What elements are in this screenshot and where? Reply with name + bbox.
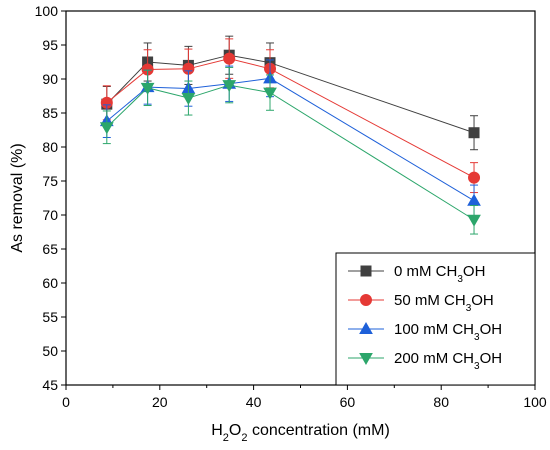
- legend-label-suffix: OH: [463, 263, 486, 280]
- x-axis-label: H2O2 concentration (mM): [211, 422, 390, 444]
- series-line: [106, 54, 475, 134]
- y-tick-label: 65: [42, 241, 58, 257]
- axes: 0 20 40 60 80 100 45 50 55 60 65 70 75 80 85 90 95 100: [35, 3, 547, 410]
- legend-label-main: 50 mM CH: [394, 292, 466, 309]
- legend-label: 50 mM CH3OH: [394, 292, 494, 314]
- triangle-down-marker: [99, 122, 114, 135]
- x-tick-label: 80: [433, 394, 449, 410]
- legend-label-subscript: 3: [457, 274, 463, 285]
- legend-label-subscript: 3: [474, 361, 480, 372]
- y-tick-label: 75: [42, 173, 58, 189]
- legend-item: 0 mM CH3OH: [348, 263, 485, 285]
- legend-label-subscript: 3: [466, 303, 472, 314]
- triangle-up-marker: [359, 321, 373, 334]
- y-axis-label: As removal (%): [9, 143, 26, 252]
- series-group: [99, 35, 481, 235]
- triangle-down-marker: [263, 87, 277, 100]
- legend-label-suffix: OH: [471, 292, 494, 309]
- triangle-up-marker: [467, 193, 481, 206]
- legend-label-suffix: OH: [480, 321, 503, 338]
- x-tick-label: 40: [246, 394, 262, 410]
- x-axis-label-part: concentration (mM): [248, 422, 390, 439]
- legend-label-main: 100 mM CH: [394, 321, 474, 338]
- series-line: [106, 84, 475, 221]
- legend-label-subscript: 3: [474, 332, 480, 343]
- triangle-down-marker: [467, 214, 481, 227]
- x-tick-label: 20: [152, 394, 168, 410]
- y-tick-label: 90: [42, 71, 58, 87]
- square-marker: [360, 265, 372, 277]
- y-tick-label: 50: [42, 343, 58, 359]
- x-axis-label-subscript: 2: [223, 432, 229, 444]
- legend-label-main: 0 mM CH: [394, 263, 457, 280]
- y-tick-label: 55: [42, 309, 58, 325]
- axis-labels: H2O2 concentration (mM)As removal (%): [9, 143, 390, 444]
- x-axis-label-subscript: 2: [241, 432, 247, 444]
- series-0: [101, 35, 480, 151]
- y-tick-label: 100: [35, 3, 59, 19]
- legend-label: 200 mM CH3OH: [394, 350, 502, 372]
- triangle-down-marker: [222, 80, 237, 93]
- y-tick-label: 60: [42, 275, 58, 291]
- y-tick-label: 80: [42, 139, 58, 155]
- y-tick-label: 85: [42, 105, 58, 121]
- y-tick-label: 95: [42, 37, 58, 53]
- x-axis-label-part: H: [211, 422, 223, 439]
- series-2: [99, 59, 481, 217]
- legend-label: 100 mM CH3OH: [394, 321, 502, 343]
- legend-label-main: 200 mM CH: [394, 350, 474, 367]
- x-tick-label: 100: [523, 394, 547, 410]
- series-3: [99, 66, 481, 235]
- triangle-down-marker: [140, 82, 155, 95]
- legend-item: 200 mM CH3OH: [348, 350, 502, 372]
- legend-label: 0 mM CH3OH: [394, 263, 485, 285]
- circle-marker: [223, 52, 236, 65]
- legend-label-suffix: OH: [480, 350, 503, 367]
- square-marker: [468, 127, 480, 139]
- series-line: [106, 58, 475, 179]
- series-line: [106, 77, 475, 202]
- x-axis-label-part: O: [229, 422, 241, 439]
- triangle-down-marker: [181, 93, 196, 106]
- y-tick-label: 45: [42, 377, 58, 393]
- x-tick-label: 0: [62, 394, 70, 410]
- y-tick-label: 70: [42, 207, 58, 223]
- x-tick-label: 60: [340, 394, 356, 410]
- legend-item: 50 mM CH3OH: [348, 292, 494, 314]
- legend-item: 100 mM CH3OH: [348, 321, 502, 343]
- triangle-down-marker: [359, 353, 373, 366]
- circle-marker: [360, 294, 372, 306]
- circle-marker: [468, 171, 481, 184]
